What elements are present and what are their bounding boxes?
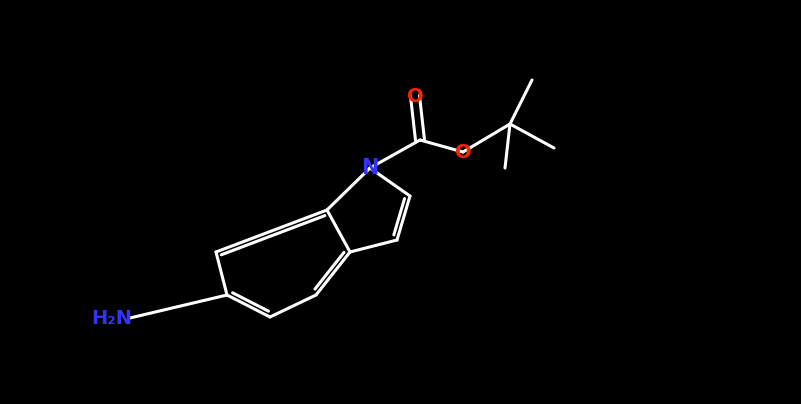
Text: O: O <box>455 143 471 162</box>
Text: O: O <box>407 86 423 105</box>
Text: H₂N: H₂N <box>91 309 132 328</box>
Text: N: N <box>361 158 379 178</box>
